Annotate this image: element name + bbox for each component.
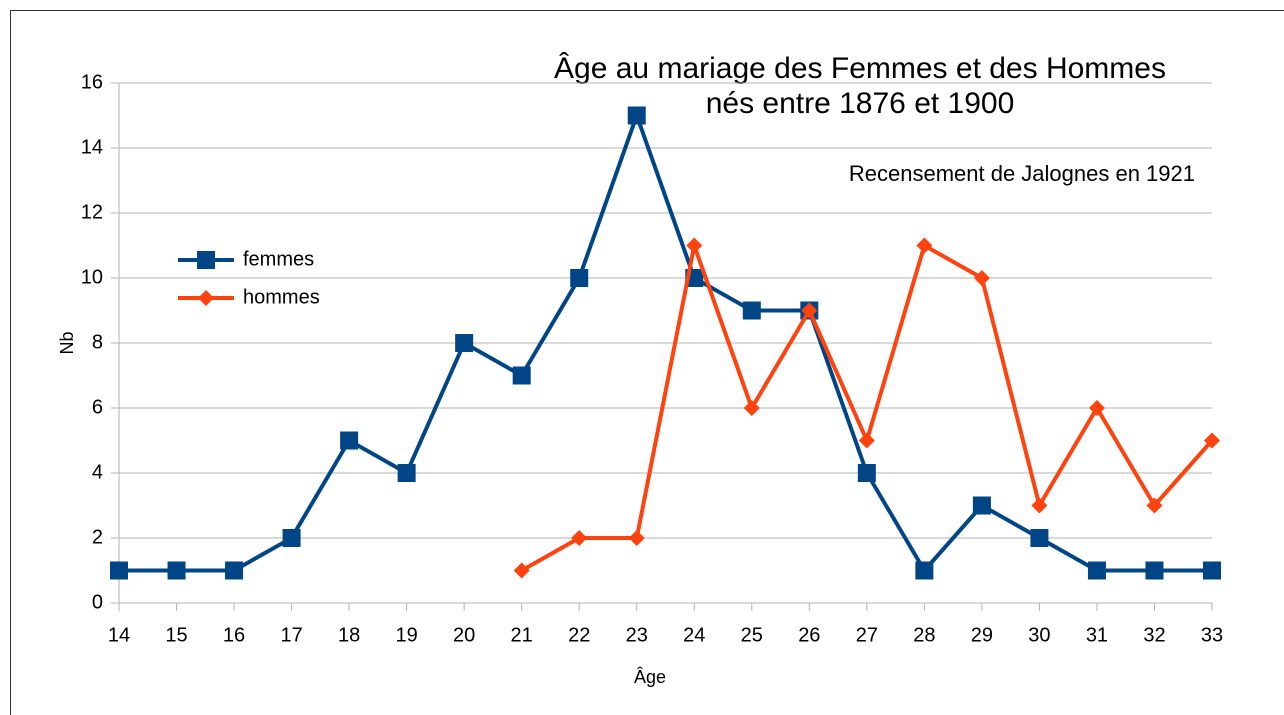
y-tick-label: 12	[81, 201, 103, 223]
y-tick-label: 8	[92, 331, 103, 353]
x-tick-label: 21	[511, 624, 533, 646]
marker	[110, 561, 128, 580]
x-tick-label: 17	[280, 624, 302, 646]
y-tick-label: 4	[92, 461, 103, 483]
marker	[1203, 561, 1221, 580]
frame	[10, 10, 1284, 715]
series-line	[119, 113, 1212, 573]
y-tick-label: 10	[81, 266, 103, 288]
x-tick-label: 15	[165, 624, 187, 646]
x-tick-label: 20	[453, 624, 475, 646]
chart-title: Âge au mariage des Femmes et des Hommes	[554, 52, 1166, 85]
marker	[973, 270, 990, 286]
marker	[1204, 432, 1220, 449]
marker	[282, 529, 301, 547]
x-tick-label: 30	[1028, 624, 1050, 646]
marker	[340, 431, 359, 450]
x-tick-label: 29	[971, 624, 993, 646]
legend-label: hommes	[243, 286, 320, 308]
x-tick-label: 14	[108, 624, 130, 646]
marker	[743, 400, 760, 416]
x-tick-label: 18	[338, 624, 360, 646]
marker	[1030, 529, 1049, 547]
x-tick-label: 19	[396, 624, 418, 646]
x-tick-label: 31	[1086, 624, 1108, 646]
y-tick-label: 14	[81, 136, 103, 158]
y-tick-label: 2	[92, 526, 103, 548]
marker	[455, 334, 474, 352]
y-axis-label: Nb	[57, 331, 77, 354]
marker	[628, 530, 645, 546]
marker	[742, 301, 761, 320]
marker	[972, 496, 991, 515]
x-tick-label: 16	[223, 624, 245, 646]
marker	[1088, 400, 1105, 416]
legend-marker	[197, 251, 215, 269]
x-tick-label: 22	[568, 624, 590, 646]
marker	[571, 530, 588, 546]
marker	[1145, 561, 1164, 580]
y-tick-label: 0	[92, 591, 103, 613]
x-tick-label: 27	[856, 624, 878, 646]
marker	[858, 432, 875, 449]
x-tick-label: 25	[741, 624, 763, 646]
x-tick-label: 28	[913, 624, 935, 646]
marker	[915, 561, 934, 580]
marker	[513, 562, 530, 579]
marker	[627, 106, 646, 125]
marker	[1087, 561, 1106, 580]
marker	[1146, 497, 1163, 514]
legend-marker	[198, 290, 214, 306]
marker	[916, 237, 933, 254]
marker	[686, 237, 703, 254]
marker	[1031, 497, 1048, 514]
marker	[167, 561, 186, 580]
chart-subtitle: Recensement de Jalognes en 1921	[849, 161, 1195, 186]
y-tick-label: 6	[92, 396, 103, 418]
marker	[570, 269, 589, 287]
marker	[225, 561, 244, 580]
x-tick-label: 32	[1143, 624, 1165, 646]
x-tick-label: 24	[683, 624, 705, 646]
x-axis-label: Âge	[634, 667, 666, 687]
x-tick-label: 26	[798, 624, 820, 646]
legend-label: femmes	[243, 248, 314, 270]
marker	[801, 302, 818, 319]
y-tick-label: 16	[81, 71, 103, 93]
chart-title: nés entre 1876 et 1900	[706, 87, 1015, 120]
marker	[512, 366, 531, 385]
marker	[397, 464, 416, 482]
x-tick-label: 33	[1201, 624, 1223, 646]
x-tick-label: 23	[626, 624, 648, 646]
marker	[857, 464, 876, 482]
